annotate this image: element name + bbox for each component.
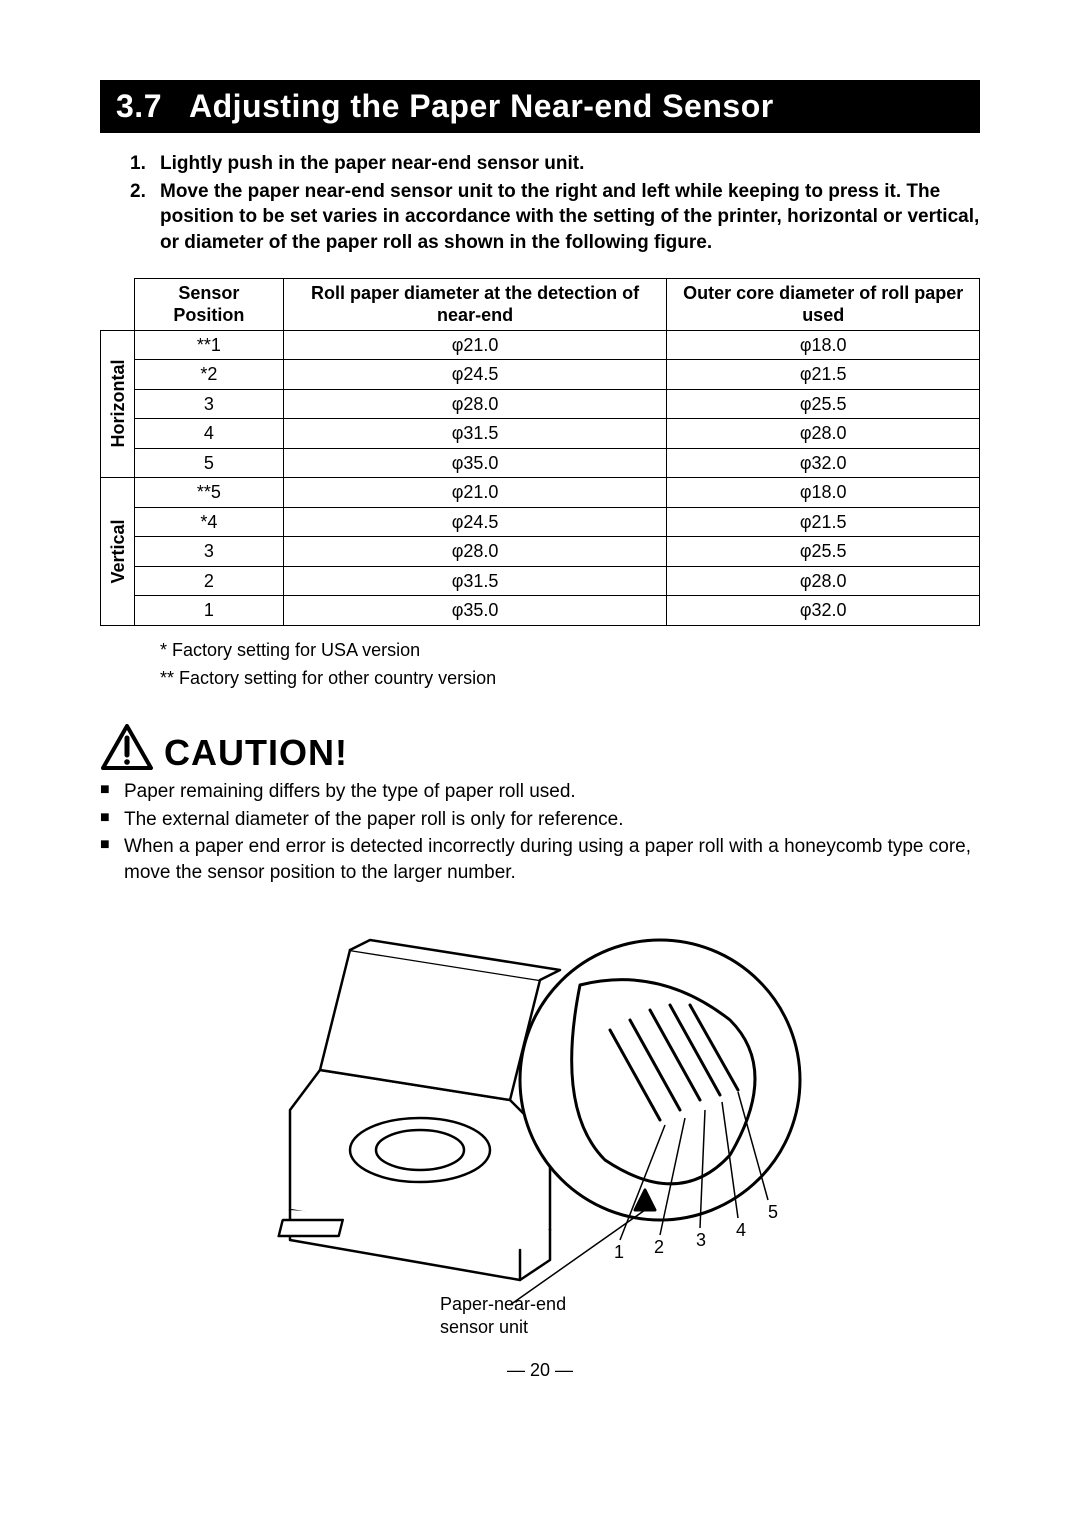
cell-dia: φ35.0 — [283, 596, 667, 626]
cell-pos: 4 — [135, 419, 284, 449]
instruction-steps: 1.Lightly push in the paper near-end sen… — [100, 151, 980, 256]
step-2: 2.Move the paper near-end sensor unit to… — [160, 179, 980, 256]
table-row: 5 φ35.0 φ32.0 — [101, 448, 980, 478]
cell-core: φ25.5 — [667, 537, 980, 567]
cell-pos: **5 — [135, 478, 284, 508]
cell-core: φ32.0 — [667, 596, 980, 626]
cell-dia: φ21.0 — [283, 478, 667, 508]
caution-item: When a paper end error is detected incor… — [100, 834, 980, 885]
table-row: 3 φ28.0 φ25.5 — [101, 537, 980, 567]
footnote-usa: * Factory setting for USA version — [160, 636, 980, 665]
cell-core: φ32.0 — [667, 448, 980, 478]
figure-caption: Paper-near-end sensor unit — [440, 1293, 566, 1340]
table-row: 1 φ35.0 φ32.0 — [101, 596, 980, 626]
cell-dia: φ24.5 — [283, 360, 667, 390]
col-header-roll-diameter: Roll paper diameter at the detection of … — [283, 278, 667, 330]
cell-pos: *2 — [135, 360, 284, 390]
section-number: 3.7 — [116, 88, 162, 124]
cell-dia: φ24.5 — [283, 507, 667, 537]
cell-core: φ21.5 — [667, 507, 980, 537]
section-title-text: Adjusting the Paper Near-end Sensor — [189, 88, 774, 124]
section-title-bar: 3.7 Adjusting the Paper Near-end Sensor — [100, 80, 980, 133]
marker-5: 5 — [768, 1202, 778, 1222]
caution-heading: CAUTION! — [100, 723, 980, 771]
cell-core: φ18.0 — [667, 330, 980, 360]
cell-core: φ21.5 — [667, 360, 980, 390]
marker-4: 4 — [736, 1220, 746, 1240]
table-row: 3 φ28.0 φ25.5 — [101, 389, 980, 419]
cell-dia: φ28.0 — [283, 389, 667, 419]
group-label-horizontal: Horizontal — [101, 330, 135, 478]
marker-2: 2 — [654, 1237, 664, 1257]
cell-core: φ25.5 — [667, 389, 980, 419]
caution-item: The external diameter of the paper roll … — [100, 807, 980, 833]
marker-3: 3 — [696, 1230, 706, 1250]
cell-dia: φ31.5 — [283, 419, 667, 449]
cell-dia: φ21.0 — [283, 330, 667, 360]
caution-item: Paper remaining differs by the type of p… — [100, 779, 980, 805]
step-2-text: Move the paper near-end sensor unit to t… — [160, 181, 979, 253]
caution-word: CAUTION! — [164, 735, 348, 771]
cell-core: φ28.0 — [667, 419, 980, 449]
printer-diagram: 1 2 3 4 5 Paper-near-end sensor unit — [260, 910, 820, 1340]
cell-pos: *4 — [135, 507, 284, 537]
step-1-text: Lightly push in the paper near-end senso… — [160, 153, 584, 174]
footnote-other: ** Factory setting for other country ver… — [160, 664, 980, 693]
table-row: Horizontal **1 φ21.0 φ18.0 — [101, 330, 980, 360]
table-row: 2 φ31.5 φ28.0 — [101, 566, 980, 596]
cell-pos: 2 — [135, 566, 284, 596]
table-footnotes: * Factory setting for USA version ** Fac… — [160, 636, 980, 694]
section-title: 3.7 Adjusting the Paper Near-end Sensor — [116, 88, 964, 125]
cell-core: φ18.0 — [667, 478, 980, 508]
cell-pos: 3 — [135, 389, 284, 419]
col-header-core-diameter: Outer core diameter of roll paper used — [667, 278, 980, 330]
figure-wrap: 1 2 3 4 5 Paper-near-end sensor unit — [100, 910, 980, 1340]
cell-pos: 5 — [135, 448, 284, 478]
cell-core: φ28.0 — [667, 566, 980, 596]
col-header-sensor-position: Sensor Position — [135, 278, 284, 330]
cell-dia: φ31.5 — [283, 566, 667, 596]
table-row: Vertical **5 φ21.0 φ18.0 — [101, 478, 980, 508]
table-row: *2 φ24.5 φ21.5 — [101, 360, 980, 390]
caution-list: Paper remaining differs by the type of p… — [100, 779, 980, 886]
cell-pos: 3 — [135, 537, 284, 567]
page-number: — 20 — — [100, 1360, 980, 1381]
marker-1: 1 — [614, 1242, 624, 1262]
figure-caption-text: Paper-near-end sensor unit — [440, 1294, 566, 1337]
group-label-vertical: Vertical — [101, 478, 135, 626]
cell-pos: **1 — [135, 330, 284, 360]
table-row: 4 φ31.5 φ28.0 — [101, 419, 980, 449]
cell-dia: φ28.0 — [283, 537, 667, 567]
sensor-position-table: Sensor Position Roll paper diameter at t… — [100, 278, 980, 626]
step-1: 1.Lightly push in the paper near-end sen… — [160, 151, 980, 177]
cell-pos: 1 — [135, 596, 284, 626]
warning-triangle-icon — [100, 723, 154, 771]
cell-dia: φ35.0 — [283, 448, 667, 478]
table-corner-blank — [101, 278, 135, 330]
table-row: *4 φ24.5 φ21.5 — [101, 507, 980, 537]
